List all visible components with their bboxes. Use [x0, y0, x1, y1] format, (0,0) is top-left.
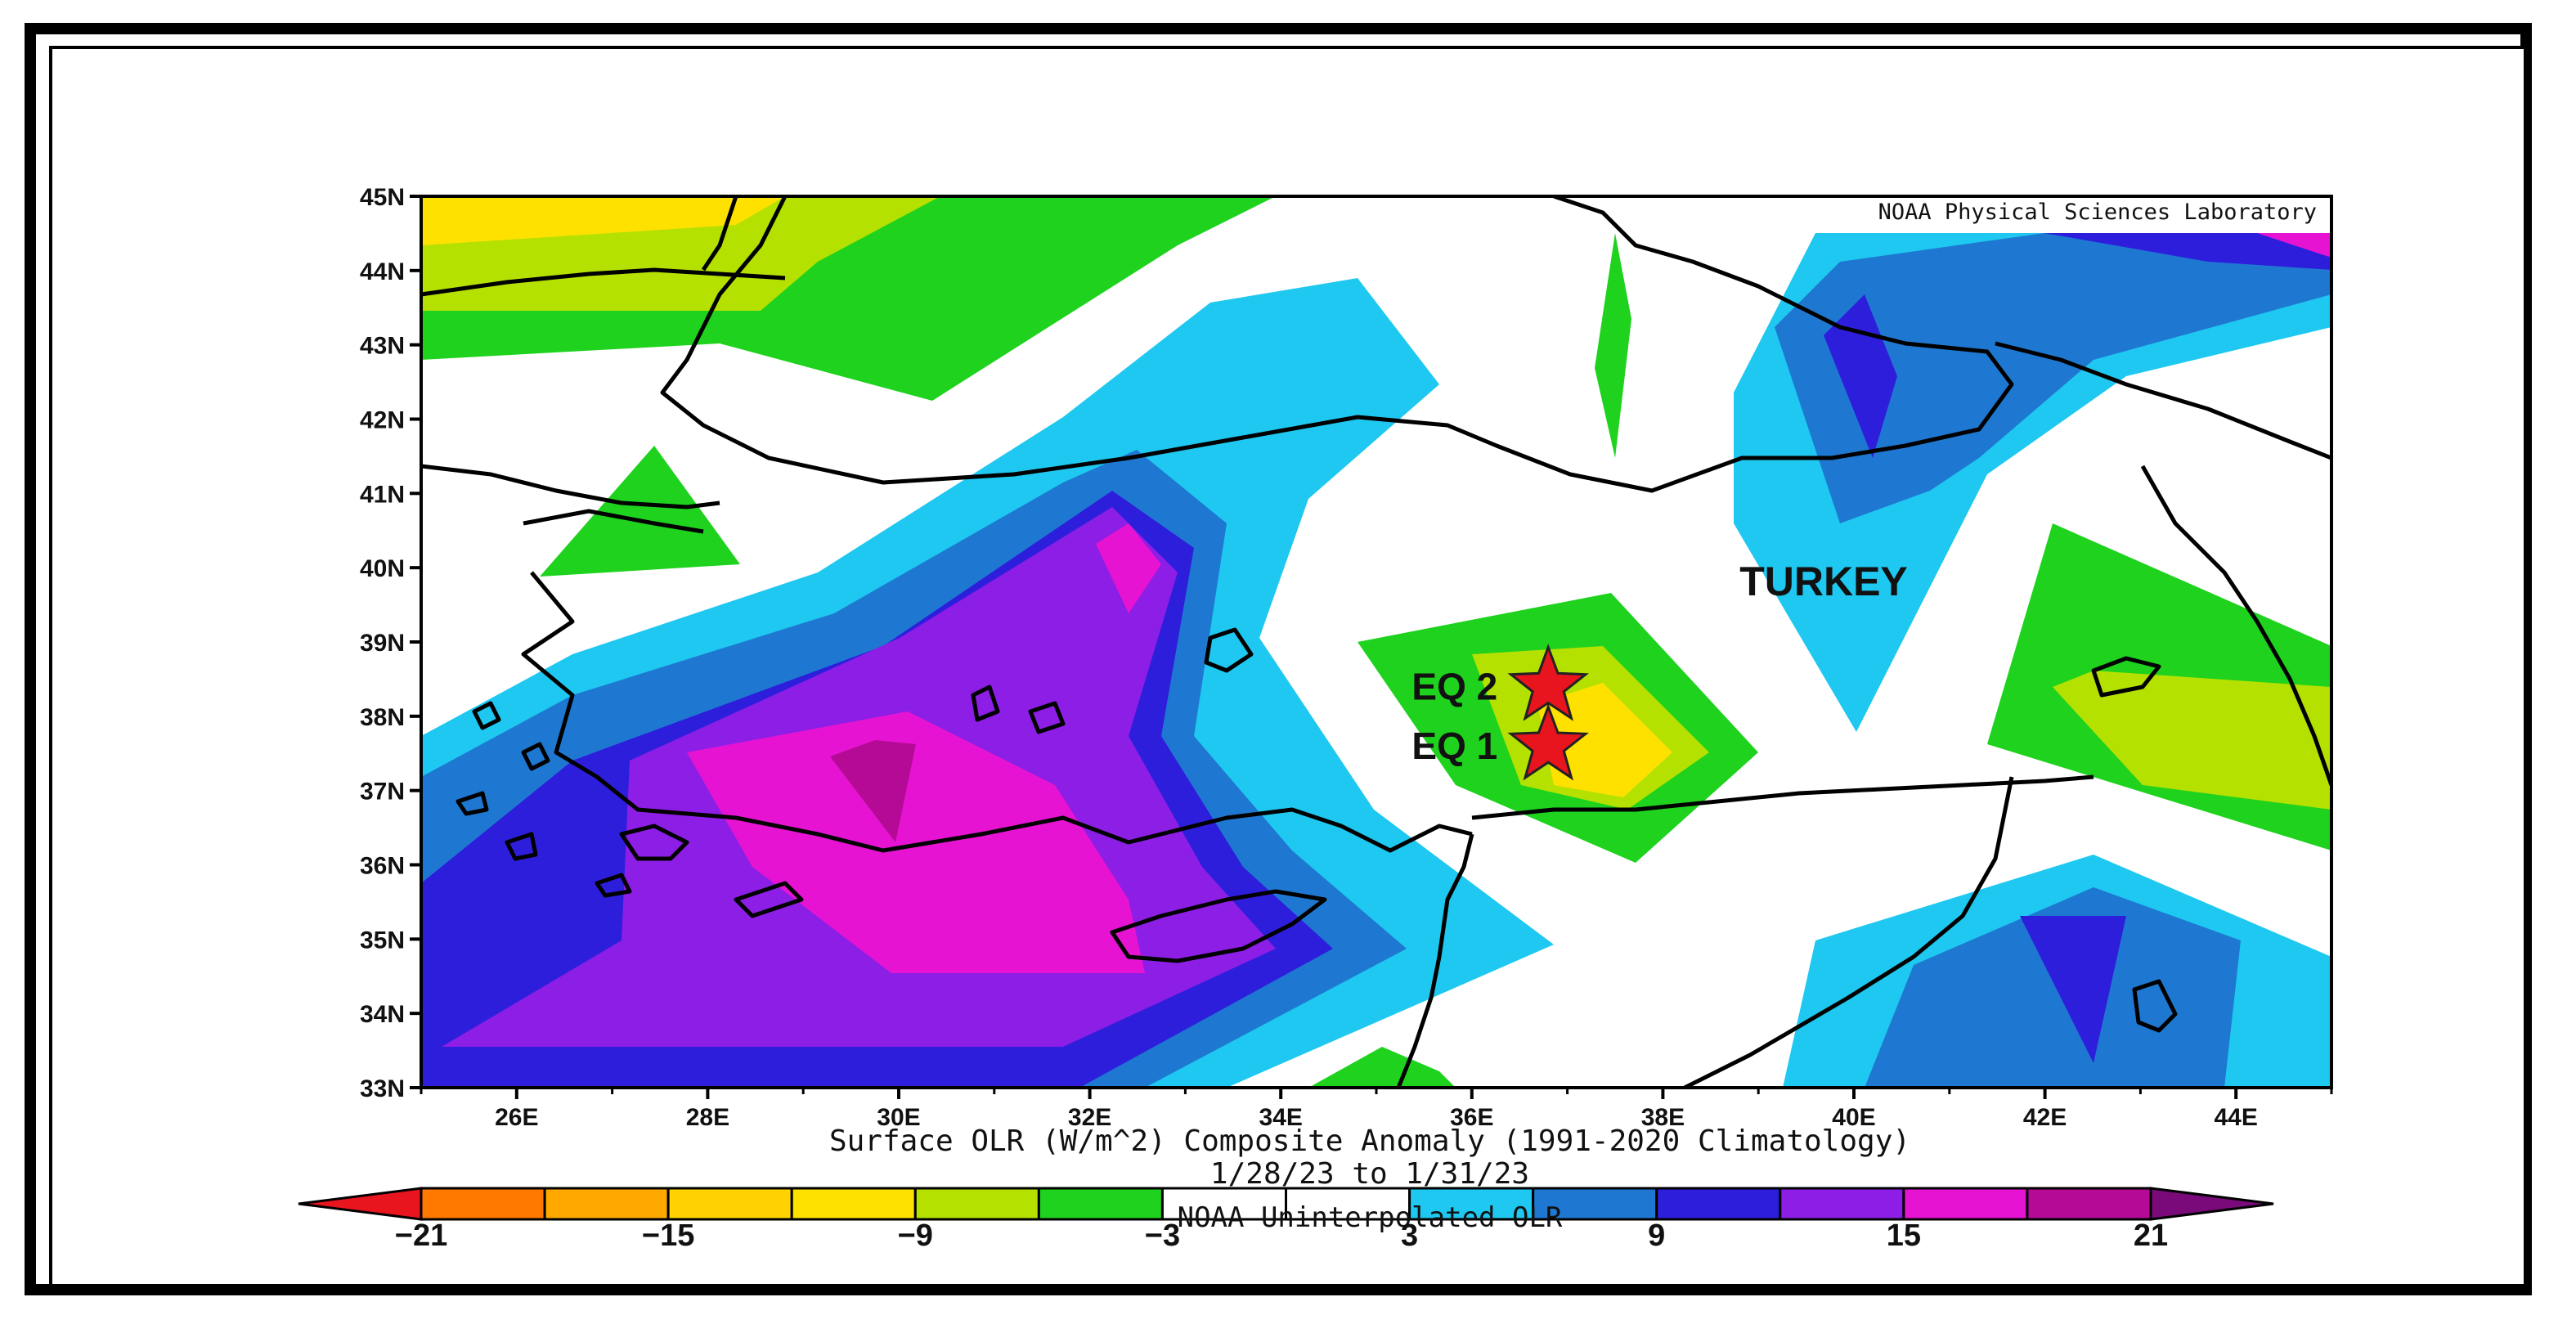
region-northeast-positive: [1734, 233, 2331, 732]
lon-tick-label: 44E: [2215, 1104, 2258, 1131]
colorbar-swatch: [1160, 1187, 1288, 1221]
colorbar-swatch: [1902, 1187, 2029, 1221]
colorbar-swatch: [790, 1187, 917, 1221]
lon-tick-label: 36E: [1450, 1104, 1493, 1131]
colorbar-swatch: [1285, 1187, 1411, 1221]
lat-tick-label: 42N: [360, 407, 405, 434]
longitude-axis: 26E 28E 30E 32E 34E 36E 38E 40E 42E 44E: [420, 1088, 2333, 1131]
lon-tick-label: 40E: [1832, 1104, 1875, 1131]
region-green-south: [1308, 1047, 1456, 1088]
colorbar-tick-label: 9: [1648, 1219, 1665, 1253]
lon-tick-label: 26E: [495, 1104, 538, 1131]
lon-tick-label: 32E: [1068, 1104, 1111, 1131]
colorbar-swatch: [1655, 1187, 1782, 1221]
colorbar-swatch: [420, 1187, 546, 1221]
earthquake-star: [1507, 644, 1590, 721]
country-label: TURKEY: [1739, 559, 1908, 604]
lat-tick-label: 33N: [360, 1075, 405, 1102]
colorbar-tick-label: −21: [395, 1219, 447, 1253]
colorbar-swatch: [913, 1187, 1040, 1221]
lat-tick-label: 38N: [360, 704, 405, 731]
region-green-spindle: [1595, 233, 1631, 458]
earthquake-star: [1507, 702, 1590, 781]
lat-tick-label: 37N: [360, 779, 405, 806]
lon-tick-label: 30E: [877, 1104, 920, 1131]
caption-title: Surface OLR (W/m^2) Composite Anomaly (1…: [829, 1124, 1910, 1158]
colorbar-tick-label: 3: [1401, 1219, 1418, 1253]
colorbar-tick-label: −15: [642, 1219, 694, 1253]
colorbar-labels: −21 −15 −9 −3 3 9 15 21: [395, 1219, 2168, 1253]
lat-tick-label: 39N: [360, 630, 405, 657]
colorbar-swatch: [666, 1187, 793, 1221]
earthquake-label: EQ 2: [1411, 666, 1497, 708]
lat-tick-label: 34N: [360, 1001, 405, 1028]
lat-tick-label: 43N: [360, 333, 405, 360]
map-panel: TURKEY NOAA Physical Sciences Laboratory…: [421, 196, 2331, 1088]
lon-tick-label: 42E: [2023, 1104, 2067, 1131]
colorbar-tick-label: −9: [898, 1219, 933, 1253]
lat-tick-label: 45N: [360, 184, 405, 211]
region-southeast-positive: [1783, 855, 2331, 1088]
lat-tick-label: 40N: [360, 555, 405, 582]
lon-tick-label: 28E: [686, 1104, 729, 1131]
earthquake-markers: EQ 2 EQ 1: [1411, 644, 1590, 781]
lat-tick-label: 44N: [360, 258, 405, 285]
map-credit: NOAA Physical Sciences Laboratory: [1878, 200, 2317, 225]
colorbar-swatch: [543, 1187, 670, 1221]
colorbar-swatch: [1037, 1187, 1164, 1221]
region-east-negative: [1987, 523, 2331, 851]
colorbar-arrow-right: [2149, 1187, 2274, 1221]
region-southwest-positive: [421, 278, 1554, 1088]
colorbar-swatch: [1408, 1187, 1535, 1221]
lon-tick-label: 34E: [1259, 1104, 1303, 1131]
caption-source: NOAA Uninterpolated OLR: [1178, 1201, 1563, 1234]
colorbar-swatch: [1532, 1187, 1658, 1221]
region-blue-north: [1317, 319, 1439, 482]
colorbar: [298, 1187, 2274, 1221]
lat-tick-label: 35N: [360, 927, 405, 954]
colorbar-tick-label: −3: [1145, 1219, 1180, 1253]
earthquake-label: EQ 1: [1411, 725, 1497, 767]
lon-tick-label: 38E: [1641, 1104, 1685, 1131]
region-northwest-negative: [421, 196, 1276, 401]
coastlines: [421, 196, 2331, 1088]
caption-date-range: 1/28/23 to 1/31/23: [1210, 1157, 1529, 1191]
colorbar-swatch: [2026, 1187, 2152, 1221]
colorbar-tick-label: 21: [2134, 1219, 2168, 1253]
colorbar-arrow-left: [298, 1187, 423, 1221]
colorbar-swatch: [1779, 1187, 1905, 1221]
lat-tick-label: 41N: [360, 481, 405, 508]
region-green-west: [540, 446, 740, 577]
latitude-axis: 45N 44N 43N 42N 41N 40N 39N 38N 37N 36N 35N 34N 33N: [360, 184, 421, 1102]
colorbar-tick-label: 15: [1887, 1219, 1921, 1253]
lat-tick-label: 36N: [360, 853, 405, 880]
